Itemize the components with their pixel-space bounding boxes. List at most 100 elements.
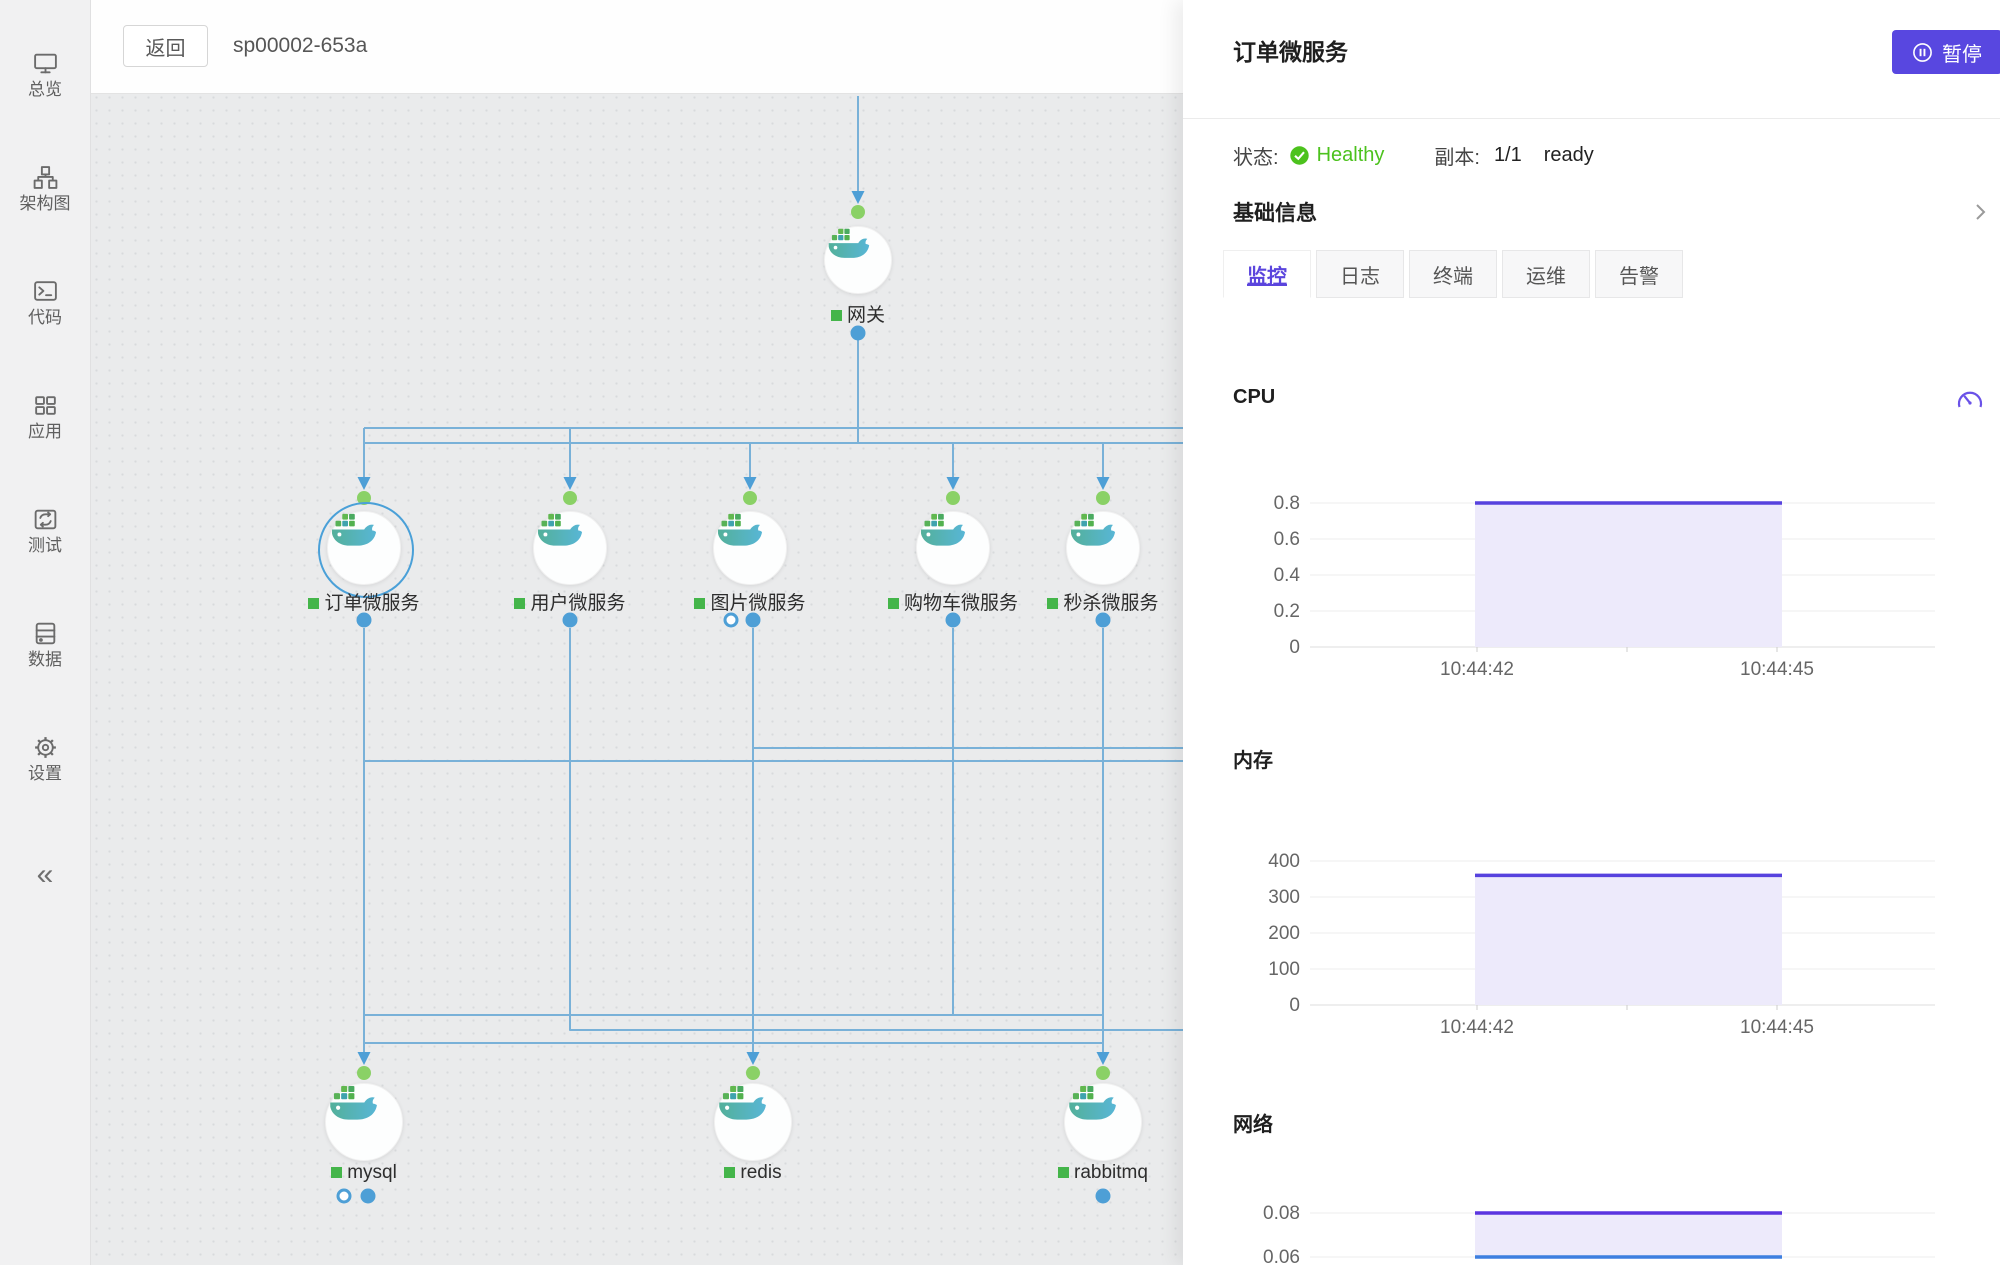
node-redis[interactable]: [714, 1083, 792, 1161]
output-port: [356, 612, 372, 628]
architecture-canvas[interactable]: 网关 订单微服务 用户微服务 图片微服务 购物车微服务 秒杀微服务 mysql redis ra…: [90, 0, 1183, 1265]
replicas-label: 副本:: [1434, 147, 1480, 169]
sidebar-item-label: 设置: [28, 764, 62, 783]
docker-whale-icon: [719, 1085, 766, 1120]
node-user[interactable]: [533, 511, 607, 585]
edge-arrow-icon: [563, 477, 577, 490]
service-graph: 网关 订单微服务 用户微服务 图片微服务 购物车微服务 秒杀微服务 mysql redis ra…: [90, 0, 1183, 1265]
output-port: [1095, 1188, 1111, 1204]
node-image[interactable]: [713, 511, 787, 585]
node-label-image: 图片微服务: [600, 588, 900, 615]
svg-text:0.2: 0.2: [1274, 601, 1300, 622]
back-button[interactable]: 返回: [123, 25, 208, 67]
sidebar-item-label: 架构图: [19, 194, 71, 213]
detail-panel: 订单微服务 暂停 状态: Healthy 副本: 1/1 ready 基础信息: [1183, 0, 2000, 1265]
sidebar-item-label: 数据: [28, 650, 62, 669]
edge-arrow-icon: [357, 1052, 371, 1065]
cpu-chart: 0.8 0.6 0.4 0.2 0 10:44:42 10:44:45: [1274, 493, 1935, 680]
status-square-icon: [1047, 598, 1059, 609]
terminal-icon: [32, 278, 59, 305]
status-row: 状态: Healthy 副本: 1/1 ready: [1233, 141, 1594, 170]
pause-circle-icon: [1912, 42, 1933, 63]
collapse-sidebar-icon[interactable]: «: [36, 858, 54, 891]
output-port: [723, 612, 739, 628]
node-label-text: 网关: [846, 305, 885, 326]
gauge-icon[interactable]: [1956, 386, 1984, 415]
status-square-icon: [694, 598, 706, 609]
edge-arrow-icon: [746, 1052, 760, 1065]
status-square-icon: [724, 1167, 736, 1178]
sidebar: 总览架构图代码应用测试数据设置 «: [0, 0, 91, 1265]
test-loop-icon: [32, 506, 59, 533]
sidebar-item-apps[interactable]: 应用: [0, 392, 90, 442]
svg-text:400: 400: [1268, 851, 1300, 872]
docker-whale-icon: [538, 513, 583, 546]
node-label-text: 秒杀微服务: [1063, 593, 1159, 614]
node-rabbitmq[interactable]: [1064, 1083, 1142, 1161]
status-value: Healthy: [1316, 144, 1385, 166]
input-port: [357, 491, 371, 505]
input-port: [563, 491, 577, 505]
node-cart[interactable]: [916, 511, 990, 585]
chart-title-network: 网络: [1233, 1114, 1273, 1136]
tab-监控[interactable]: 监控: [1223, 250, 1311, 298]
tab-告警[interactable]: 告警: [1595, 250, 1683, 298]
edge-arrow-icon: [743, 477, 757, 490]
docker-whale-icon: [1071, 513, 1116, 546]
sidebar-item-code[interactable]: 代码: [0, 278, 90, 328]
node-label-redis: redis: [603, 1162, 903, 1184]
replicas-value: 1/1: [1493, 144, 1522, 166]
svg-text:0.8: 0.8: [1274, 493, 1300, 514]
basic-info-section[interactable]: 基础信息: [1233, 197, 1986, 227]
output-port: [1095, 612, 1111, 628]
node-label-rabbitmq: rabbitmq: [953, 1162, 1253, 1184]
docker-whale-icon: [718, 513, 763, 546]
chevron-right-icon[interactable]: [1975, 203, 1986, 221]
sidebar-item-label: 测试: [28, 536, 62, 555]
docker-whale-icon: [921, 513, 966, 546]
node-label-order: 订单微服务: [214, 588, 514, 615]
edge-arrow-icon: [357, 477, 371, 490]
tab-终端[interactable]: 终端: [1409, 250, 1497, 298]
graph-edge: [569, 628, 1183, 1031]
node-label-text: redis: [740, 1162, 782, 1183]
svg-text:0.6: 0.6: [1274, 529, 1300, 550]
svg-text:100: 100: [1268, 959, 1300, 980]
node-label-mysql: mysql: [214, 1162, 514, 1184]
status-square-icon: [308, 598, 320, 609]
database-icon: [32, 620, 59, 647]
pause-button[interactable]: 暂停: [1892, 30, 2000, 74]
node-label-text: 图片微服务: [710, 593, 806, 614]
input-port: [851, 205, 865, 219]
node-label-text: rabbitmq: [1074, 1162, 1148, 1183]
panel-title: 订单微服务: [1233, 39, 1348, 65]
pause-button-label: 暂停: [1942, 43, 1982, 66]
output-port: [850, 325, 866, 341]
sidebar-item-settings[interactable]: 设置: [0, 734, 90, 784]
node-label-cart: 购物车微服务: [803, 588, 1103, 615]
node-label-seckill: 秒杀微服务: [953, 588, 1253, 615]
sidebar-item-label: 应用: [28, 422, 62, 441]
input-port: [746, 1066, 760, 1080]
sidebar-item-architecture[interactable]: 架构图: [0, 164, 90, 214]
svg-text:10:44:45: 10:44:45: [1740, 1017, 1814, 1038]
input-port: [1096, 1066, 1110, 1080]
node-label-text: 订单微服务: [324, 593, 420, 614]
node-order[interactable]: [327, 511, 401, 585]
sidebar-item-overview[interactable]: 总览: [0, 50, 90, 100]
svg-text:300: 300: [1268, 887, 1300, 908]
graph-edge: [363, 628, 1183, 762]
tab-运维[interactable]: 运维: [1502, 250, 1590, 298]
svg-text:0: 0: [1289, 637, 1300, 658]
node-gateway[interactable]: [824, 226, 892, 294]
sidebar-item-data[interactable]: 数据: [0, 620, 90, 670]
output-port: [745, 612, 761, 628]
node-mysql[interactable]: [325, 1083, 403, 1161]
basic-info-title: 基础信息: [1233, 202, 1317, 225]
tab-日志[interactable]: 日志: [1316, 250, 1404, 298]
output-port: [945, 612, 961, 628]
node-label-text: mysql: [347, 1162, 397, 1183]
sidebar-item-test[interactable]: 测试: [0, 506, 90, 556]
node-seckill[interactable]: [1066, 511, 1140, 585]
edge-arrow-icon: [1096, 1052, 1110, 1065]
